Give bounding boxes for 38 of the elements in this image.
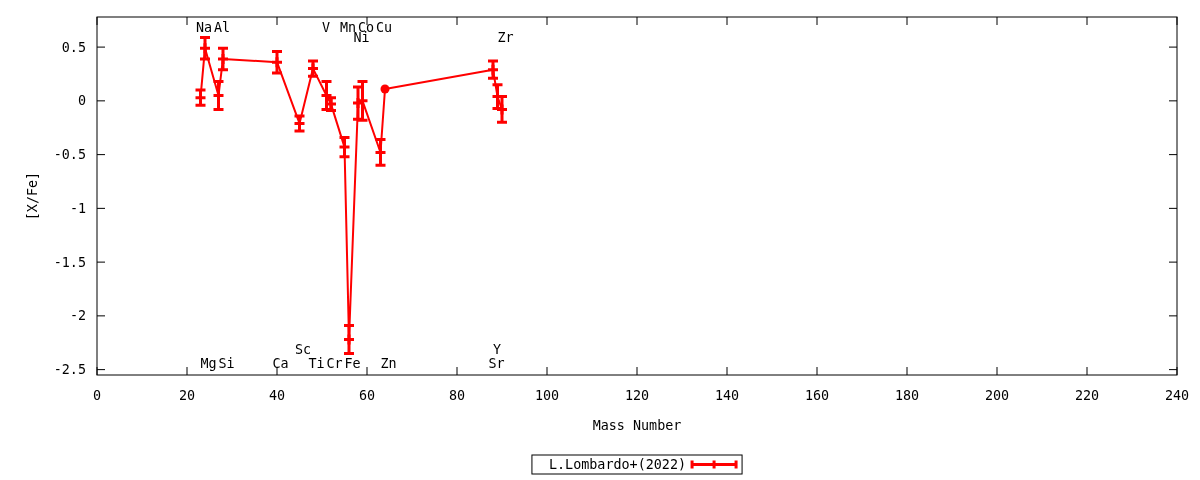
x-tick-label: 140 <box>714 387 740 403</box>
x-tick-label: 220 <box>1074 387 1100 403</box>
x-tick-label: 40 <box>268 387 286 403</box>
annotation: Sr <box>488 355 505 371</box>
x-axis-title: Mass Number <box>592 417 682 433</box>
annotation: Fe <box>344 355 361 371</box>
x-tick-label: 80 <box>448 387 466 403</box>
y-tick-label: -0.5 <box>53 147 86 163</box>
x-tick-label: 120 <box>624 387 650 403</box>
y-tick-label: -1 <box>69 200 86 216</box>
annotation: Na <box>196 19 213 35</box>
annotation: Ti <box>308 355 325 371</box>
annotation: Al <box>214 19 231 35</box>
y-tick-label: -1.5 <box>53 254 86 270</box>
annotation: Si <box>218 355 235 371</box>
annotation: Ca <box>272 355 289 371</box>
annotation: Zr <box>497 29 514 45</box>
annotation: Cr <box>326 355 343 371</box>
x-tick-label: 0 <box>92 387 102 403</box>
annotation: Mg <box>200 355 217 371</box>
y-tick-label: 0 <box>77 93 86 109</box>
x-tick-label: 160 <box>804 387 830 403</box>
y-tick-label: 0.5 <box>61 39 86 55</box>
x-tick-label: 180 <box>894 387 920 403</box>
x-tick-label: 240 <box>1164 387 1190 403</box>
x-tick-label: 60 <box>358 387 376 403</box>
y-axis-title: [X/Fe] <box>24 171 40 221</box>
legend-label: L.Lombardo+(2022) <box>549 457 687 472</box>
annotation: Sc <box>295 341 312 357</box>
x-tick-label: 20 <box>178 387 196 403</box>
x-tick-label: 200 <box>984 387 1010 403</box>
y-tick-label: -2 <box>69 308 86 324</box>
annotation: V <box>322 19 331 35</box>
x-tick-label: 100 <box>534 387 560 403</box>
annotation: Zn <box>380 355 397 371</box>
annotation: Y <box>493 341 502 357</box>
annotation: Cu <box>376 19 393 35</box>
y-tick-label: -2.5 <box>53 362 86 378</box>
